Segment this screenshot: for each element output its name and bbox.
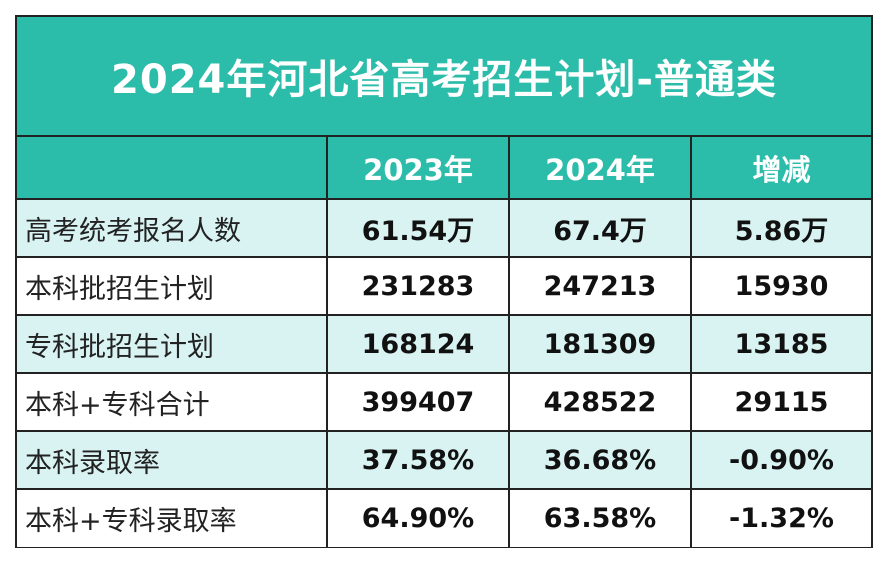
value-2024: 181309 [508, 314, 692, 374]
table-row: 本科+专科录取率 64.90% 63.58% -1.32% [17, 488, 871, 547]
value-change: -1.32% [690, 488, 871, 547]
table-row: 专科批招生计划 168124 181309 13185 [17, 314, 871, 374]
value-change: 15930 [690, 256, 871, 316]
header-cell-2024: 2024年 [508, 137, 692, 200]
value-2024: 247213 [508, 256, 692, 316]
row-label: 专科批招生计划 [17, 314, 328, 374]
value-2024: 67.4万 [508, 198, 692, 258]
row-label: 本科+专科合计 [17, 372, 328, 432]
header-row: 2023年 2024年 增减 [17, 137, 871, 200]
value-change: 29115 [690, 372, 871, 432]
value-2023: 37.58% [326, 430, 510, 490]
value-2024: 428522 [508, 372, 692, 432]
table-row: 本科录取率 37.58% 36.68% -0.90% [17, 430, 871, 490]
value-2023: 399407 [326, 372, 510, 432]
value-2023: 61.54万 [326, 198, 510, 258]
header-cell-2023: 2023年 [326, 137, 510, 200]
value-change: 5.86万 [690, 198, 871, 258]
row-label: 本科录取率 [17, 430, 328, 490]
value-2023: 168124 [326, 314, 510, 374]
row-label: 本科批招生计划 [17, 256, 328, 316]
value-change: -0.90% [690, 430, 871, 490]
value-change: 13185 [690, 314, 871, 374]
header-cell-empty [17, 137, 328, 200]
table-row: 本科批招生计划 231283 247213 15930 [17, 256, 871, 316]
value-2023: 231283 [326, 256, 510, 316]
table-row: 本科+专科合计 399407 428522 29115 [17, 372, 871, 432]
value-2023: 64.90% [326, 488, 510, 547]
row-label: 本科+专科录取率 [17, 488, 328, 547]
value-2024: 36.68% [508, 430, 692, 490]
row-label: 高考统考报名人数 [17, 198, 328, 258]
header-cell-change: 增减 [690, 137, 871, 200]
admission-plan-table: 2024年河北省高考招生计划-普通类 2023年 2024年 增减 高考统考报名… [15, 15, 873, 548]
table-row: 高考统考报名人数 61.54万 67.4万 5.86万 [17, 198, 871, 258]
value-2024: 63.58% [508, 488, 692, 547]
table-title: 2024年河北省高考招生计划-普通类 [17, 17, 871, 137]
data-table: 2023年 2024年 增减 高考统考报名人数 61.54万 67.4万 5.8… [17, 137, 871, 547]
